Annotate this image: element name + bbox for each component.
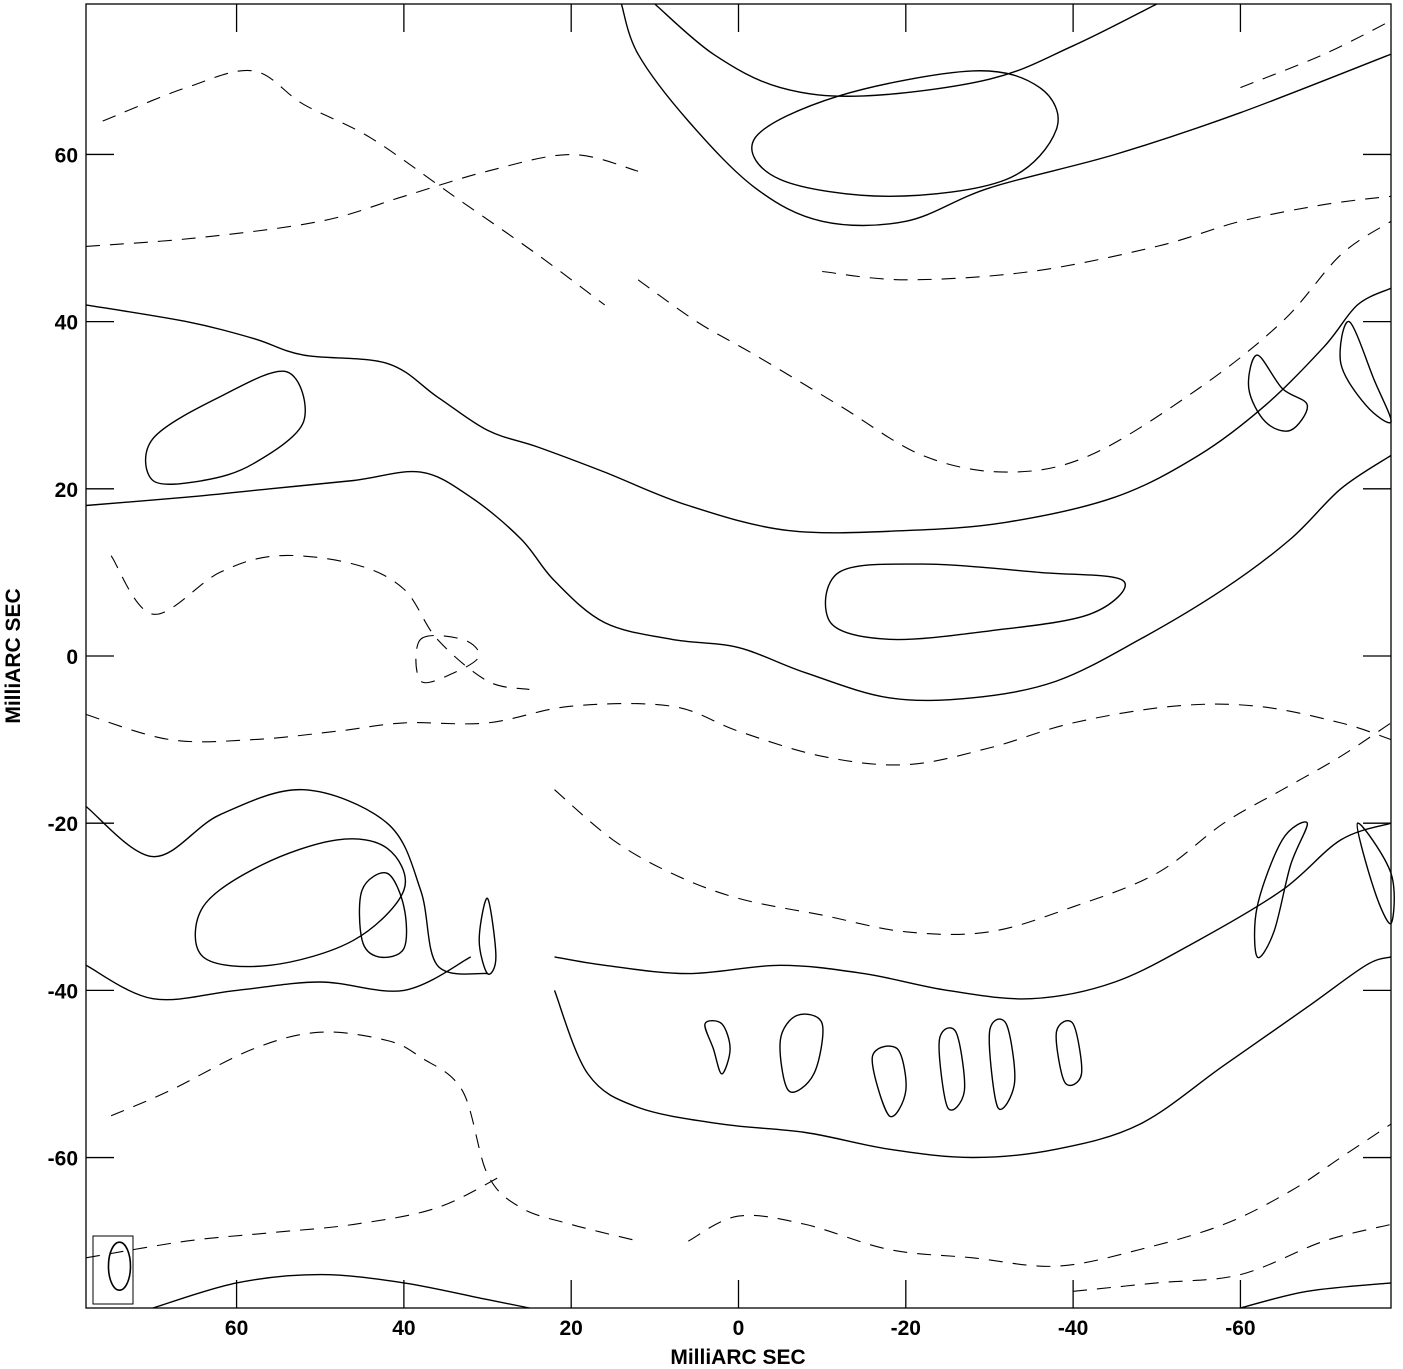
- x-tick-label: -60: [1225, 1317, 1255, 1340]
- negative-contour-32: [415, 634, 480, 684]
- positive-contour-2: [751, 70, 1059, 197]
- x-tick-label: 40: [392, 1317, 415, 1340]
- tick-layer: 60 40 20 0 -20 -40 -60 60 40 20 0 -20 -40 -60: [48, 4, 1391, 1340]
- positive-contour-13: [478, 897, 497, 975]
- positive-contour-18: [871, 1045, 907, 1118]
- negative-contour-27: [637, 220, 1392, 473]
- positive-contour-14: [554, 822, 1392, 1000]
- positive-contour-16: [704, 1019, 731, 1075]
- negative-contour-26: [85, 153, 639, 247]
- negative-contour-38: [1073, 1223, 1392, 1292]
- positive-contour-15: [553, 956, 1392, 1159]
- negative-contour-35: [110, 1031, 639, 1242]
- negative-contour-30: [1240, 20, 1392, 89]
- y-tick-label: 0: [66, 646, 78, 669]
- positive-contour-9: [85, 788, 488, 975]
- positive-contour-19: [938, 1027, 966, 1111]
- positive-contour-6: [824, 563, 1126, 641]
- y-tick-label: 40: [55, 312, 78, 335]
- negative-contour-33: [85, 702, 1392, 766]
- positive-contour-17: [779, 1013, 824, 1093]
- beam-ellipse: [107, 1241, 132, 1292]
- y-tick-label: -20: [48, 813, 78, 836]
- negative-contour-36: [85, 1173, 505, 1259]
- positive-contour-4: [85, 454, 1392, 702]
- positive-contour-23: [1356, 822, 1395, 925]
- positive-contour-1: [654, 3, 1158, 97]
- negative-contour-37: [688, 1123, 1392, 1267]
- y-tick-label: -40: [48, 980, 78, 1003]
- positive-contour-3: [85, 287, 1392, 534]
- negative-contour-29: [102, 69, 606, 306]
- positive-contour-7: [1247, 354, 1309, 432]
- positive-contour-0: [620, 3, 1392, 227]
- x-tick-label: 60: [225, 1317, 248, 1340]
- positive-contour-10: [85, 956, 472, 1001]
- y-axis-title: MilliARC SEC: [2, 588, 25, 723]
- positive-contour-22: [1253, 821, 1309, 959]
- positive-contour-12: [358, 872, 408, 959]
- negative-contour-28: [822, 195, 1392, 281]
- beam-inset: [92, 1235, 134, 1305]
- y-tick-label: 20: [55, 479, 78, 502]
- y-tick-label: -60: [48, 1148, 78, 1171]
- positive-contour-11: [194, 838, 406, 968]
- positive-contour-24: [152, 1273, 530, 1309]
- y-tick-label: 60: [55, 144, 78, 167]
- x-axis-title: MilliARC SEC: [670, 1346, 805, 1369]
- plot-frame: [85, 3, 1392, 1309]
- x-tick-label: 20: [560, 1317, 583, 1340]
- negative-contour-34: [554, 722, 1392, 935]
- beam-box: [92, 1235, 134, 1305]
- positive-contour-5: [144, 370, 306, 485]
- contour-layer: [85, 3, 1395, 1309]
- negative-contour-31: [110, 554, 530, 690]
- positive-contour-21: [1055, 1020, 1083, 1087]
- x-tick-label: 0: [733, 1317, 745, 1340]
- x-tick-label: -20: [891, 1317, 921, 1340]
- positive-contour-20: [988, 1018, 1016, 1110]
- positive-contour-8: [1339, 320, 1392, 424]
- positive-contour-25: [1240, 1282, 1392, 1309]
- x-tick-label: -40: [1058, 1317, 1088, 1340]
